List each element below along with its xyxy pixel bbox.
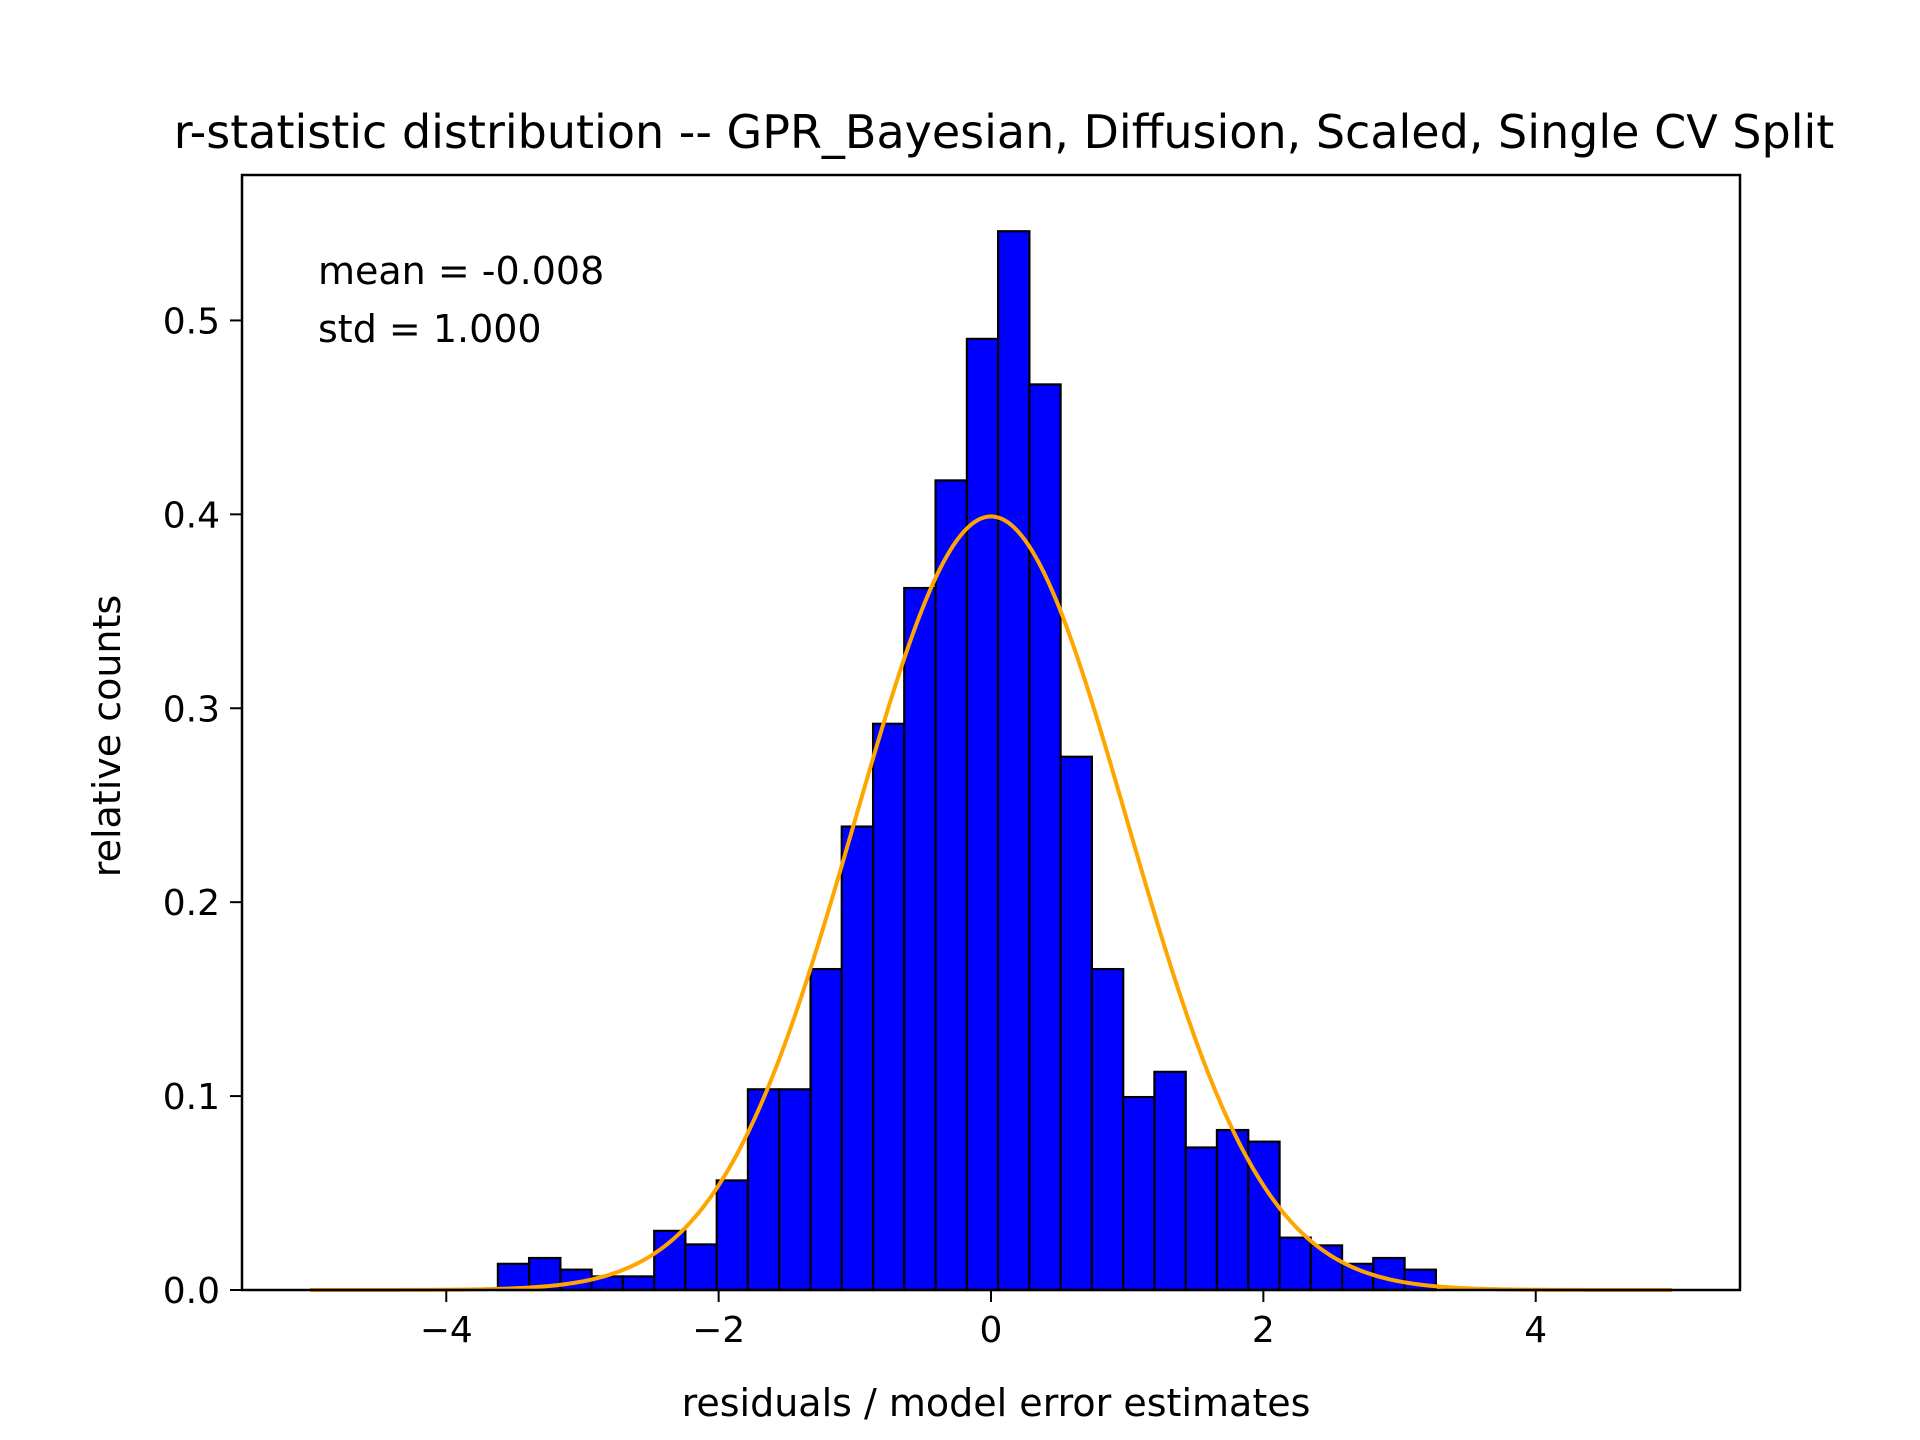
histogram-bar-15 xyxy=(965,337,1000,1292)
y-axis-label: relative counts xyxy=(85,595,129,877)
x-axis-label: residuals / model error estimates xyxy=(682,1381,1311,1425)
x-tick-label-2: 0 xyxy=(980,1310,1003,1351)
histogram-bar-25 xyxy=(1278,1236,1312,1292)
x-tick-label-1: −2 xyxy=(692,1310,745,1351)
histogram-bar-18 xyxy=(1059,755,1094,1292)
histogram-bar-23 xyxy=(1215,1128,1250,1292)
histogram-bar-13 xyxy=(903,586,937,1292)
y-tick-label-2: 0.2 xyxy=(163,883,220,924)
y-tick-label-3: 0.3 xyxy=(163,689,220,730)
normal-pdf-curve xyxy=(310,514,1672,1292)
mean-annotation: mean = -0.008 xyxy=(318,249,604,293)
histogram-bar-6 xyxy=(684,1243,718,1292)
y-tick-label-0: 0.0 xyxy=(163,1271,220,1312)
histogram-bar-16 xyxy=(996,230,1031,1292)
histogram-bar-14 xyxy=(934,479,968,1292)
plot-frame xyxy=(240,173,1742,1292)
x-tick-label-3: 2 xyxy=(1252,1310,1275,1351)
histogram-bar-19 xyxy=(1090,967,1125,1292)
histogram-bar-9 xyxy=(778,1088,812,1292)
histogram-bar-4 xyxy=(621,1275,656,1292)
y-tick-label-4: 0.4 xyxy=(163,495,220,536)
histogram-bar-11 xyxy=(840,825,875,1292)
histogram-bar-10 xyxy=(809,967,843,1292)
histogram-bar-12 xyxy=(871,722,906,1292)
x-tick-label-4: 4 xyxy=(1524,1310,1547,1351)
histogram-bar-24 xyxy=(1247,1140,1281,1292)
normal-curve-layer xyxy=(310,514,1672,1292)
y-tick-label-1: 0.1 xyxy=(163,1077,220,1118)
std-annotation: std = 1.000 xyxy=(318,307,542,351)
histogram-bar-22 xyxy=(1184,1146,1219,1292)
histogram-bar-21 xyxy=(1153,1070,1187,1292)
y-axis-ticks: 0.0 0.1 0.2 0.3 0.4 0.5 xyxy=(163,301,242,1312)
histogram-bar-17 xyxy=(1028,383,1062,1292)
histogram-bar-7 xyxy=(715,1179,750,1292)
histogram-bars xyxy=(496,230,1438,1292)
x-axis-ticks: −4 −2 0 2 4 xyxy=(420,1290,1547,1351)
y-tick-label-5: 0.5 xyxy=(163,301,220,342)
histogram-bar-28 xyxy=(1372,1256,1406,1292)
histogram-bar-20 xyxy=(1122,1095,1156,1292)
chart-title: r-statistic distribution -- GPR_Bayesian… xyxy=(174,105,1835,159)
x-tick-label-0: −4 xyxy=(420,1310,473,1351)
